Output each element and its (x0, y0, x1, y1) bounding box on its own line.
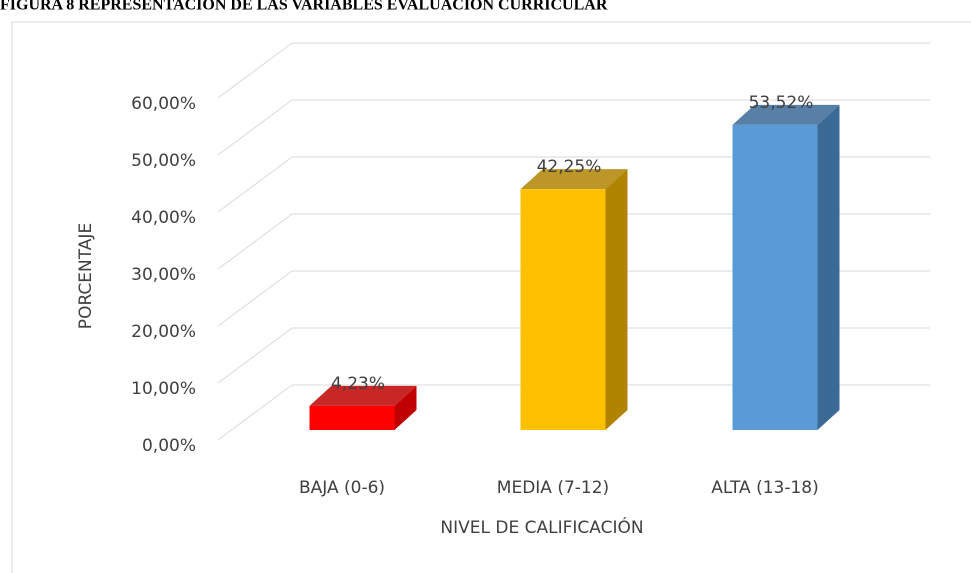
x-tick-label: MEDIA (7-12) (497, 478, 609, 498)
grid-line (217, 156, 293, 213)
grid-line (217, 99, 293, 156)
bar (520, 169, 628, 431)
bar (309, 385, 417, 430)
y-tick-label: 60,00% (131, 94, 196, 114)
chart-title: FIGURA 8 REPRESENTACIÓN DE LAS VARIABLES… (0, 0, 608, 14)
bar-side (817, 104, 840, 430)
bar-top (520, 169, 628, 190)
grid-line (217, 270, 293, 327)
x-axis-title: NIVEL DE CALIFICACIÓN (440, 516, 643, 538)
x-tick-label: BAJA (0-6) (299, 478, 385, 498)
bar-front (732, 124, 818, 430)
bar-front (520, 189, 606, 430)
bar (732, 104, 840, 430)
grid-line (217, 213, 293, 270)
grid-line (217, 384, 293, 441)
data-label: 4,23% (331, 374, 385, 394)
bar-side (394, 385, 417, 430)
y-tick-label: 30,00% (131, 265, 196, 285)
chart-frame (11, 21, 971, 573)
y-tick-label: 10,00% (131, 379, 196, 399)
grid-line (217, 327, 293, 384)
y-tick-label: 0,00% (142, 436, 196, 456)
y-tick-label: 20,00% (131, 322, 196, 342)
x-tick-label: ALTA (13-18) (711, 478, 819, 498)
bar-top (309, 385, 417, 406)
bar-top (732, 104, 840, 125)
y-tick-label: 50,00% (131, 151, 196, 171)
y-tick-label: 40,00% (131, 208, 196, 228)
bar-front (309, 405, 395, 430)
data-label: 42,25% (537, 157, 602, 177)
y-axis-title: PORCENTAJE (76, 223, 96, 329)
bar-side (605, 169, 628, 431)
grid-line (217, 42, 293, 99)
data-label: 53,52% (749, 93, 814, 113)
